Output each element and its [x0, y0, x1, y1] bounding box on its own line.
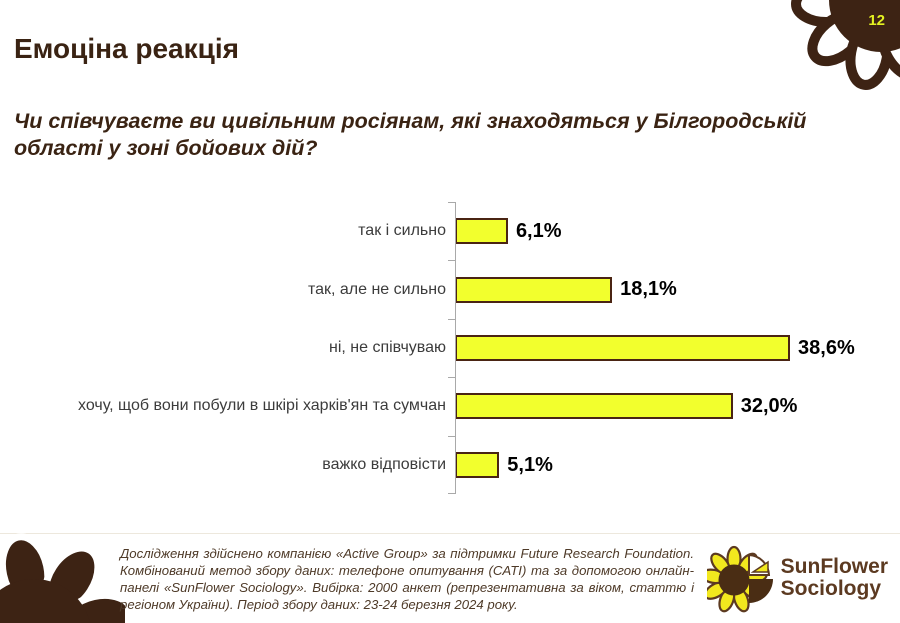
- category-label: так, але не сильно: [307, 280, 446, 298]
- axis-tick: [448, 318, 456, 320]
- category-label: важко відповісти: [322, 455, 446, 473]
- bar-value-label: 6,1%: [515, 220, 562, 242]
- bar: [455, 451, 500, 478]
- axis-tick: [448, 377, 456, 379]
- logo-line2: Sociology: [780, 577, 882, 600]
- chart-axis: [448, 202, 456, 494]
- category-label: так і сильно: [358, 222, 446, 240]
- sunflower-decoration-top-right-icon: [791, 0, 900, 90]
- survey-question: Чи співчуваєте ви цивільним росіянам, як…: [14, 109, 807, 160]
- axis-tick: [448, 435, 456, 437]
- logo-text: SunFlower Sociology: [781, 556, 888, 600]
- axis-tick: [448, 493, 456, 494]
- sunflower-sociology-logo: SunFlower Sociology: [706, 542, 888, 614]
- logo-line1: SunFlower: [780, 555, 888, 578]
- bar-chart: так і сильно 6,1% так, але не сильно 18,1% н…: [14, 202, 886, 494]
- bar-value-label: 32,0%: [740, 395, 798, 418]
- bar-value-label: 38,6%: [798, 336, 855, 359]
- footer: Дослідження здійснено компанією «Active …: [0, 533, 900, 623]
- chart-row: важко відповісти 5,1%: [14, 436, 886, 494]
- axis-tick: [448, 260, 456, 262]
- chart-row: так, але не сильно 18,1%: [14, 260, 886, 318]
- sunflower-decoration-bottom-left-icon: [0, 533, 125, 623]
- chart-rows: так і сильно 6,1% так, але не сильно 18,1% н…: [14, 202, 886, 494]
- bar: [455, 334, 791, 361]
- chart-row: хочу, щоб вони побули в шкірі харків'ян …: [14, 377, 886, 435]
- methodology-note: Дослідження здійснено компанією «Active …: [120, 546, 694, 612]
- chart-row: так і сильно 6,1%: [14, 202, 886, 260]
- category-label: хочу, щоб вони побули в шкірі харків'ян …: [78, 397, 446, 415]
- chart-row: ні, не співчуваю 38,6%: [14, 319, 886, 377]
- bar: [455, 393, 733, 420]
- page-title: Емоціна реакція: [14, 33, 239, 64]
- bar: [455, 276, 613, 303]
- sunflower-logo-icon: [706, 545, 773, 613]
- bar: [455, 218, 508, 245]
- bar-value-label: 5,1%: [507, 453, 553, 476]
- page-number: 12: [868, 12, 885, 29]
- category-label: ні, не співчуваю: [328, 338, 446, 356]
- axis-tick: [448, 202, 456, 203]
- bar-value-label: 18,1%: [620, 278, 677, 301]
